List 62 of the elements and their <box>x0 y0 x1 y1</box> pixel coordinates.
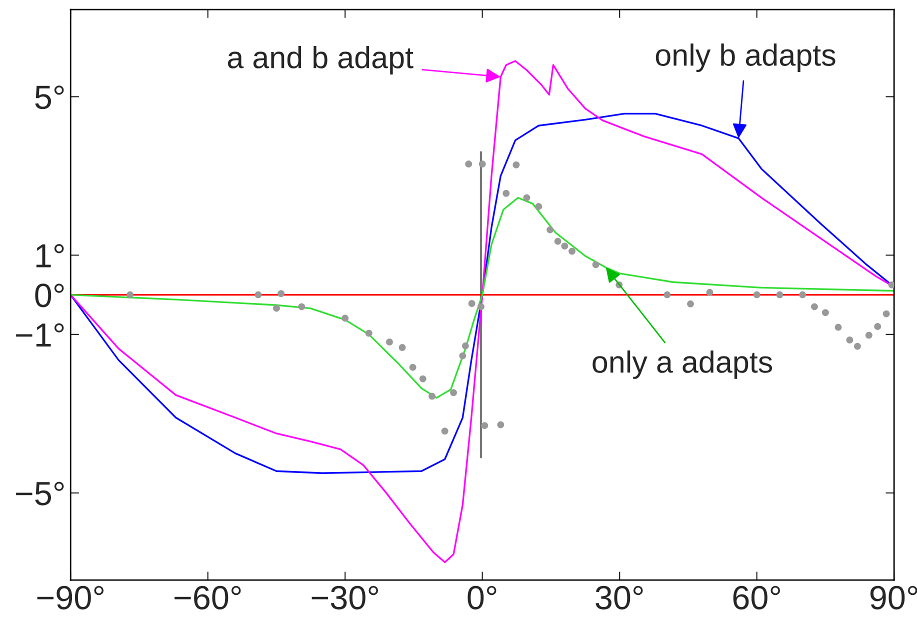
x-tick-label: −90° <box>37 586 104 610</box>
point <box>776 291 784 298</box>
y-tick-label: 1° <box>36 244 64 268</box>
point <box>450 389 458 396</box>
point <box>664 291 671 298</box>
point <box>568 248 576 255</box>
y-tick-label: −1° <box>16 323 64 347</box>
point <box>810 303 818 310</box>
point <box>398 344 406 352</box>
point <box>888 281 894 288</box>
point <box>846 336 854 344</box>
x-tick-label: 30° <box>596 586 643 610</box>
x-tick-label: 60° <box>733 586 780 610</box>
point <box>342 314 349 322</box>
point <box>365 330 372 337</box>
point <box>502 190 510 197</box>
x-tick-label: −60° <box>174 586 241 610</box>
point <box>753 291 760 298</box>
point <box>854 342 861 350</box>
point <box>497 421 504 428</box>
point <box>459 352 466 360</box>
point <box>386 338 393 346</box>
point <box>561 242 568 250</box>
y-tick-label: −5° <box>16 482 64 506</box>
point <box>465 160 472 168</box>
x-tick-label: −30° <box>312 586 378 610</box>
y-tick-label: 5° <box>35 85 64 110</box>
point <box>592 261 600 268</box>
point <box>882 310 890 318</box>
point <box>254 291 262 298</box>
x-tick-label: 90° <box>870 586 917 610</box>
point <box>874 323 882 330</box>
line-series <box>70 196 894 399</box>
point <box>462 342 469 350</box>
point <box>554 238 562 245</box>
annotation: a and b adapt <box>228 46 414 74</box>
point <box>272 304 280 312</box>
point <box>865 332 872 339</box>
point <box>822 309 829 316</box>
point <box>686 300 694 308</box>
point <box>419 375 426 382</box>
point <box>409 364 416 371</box>
point <box>535 202 542 210</box>
point <box>481 422 488 430</box>
x-tick-label: 0° <box>468 586 496 610</box>
annotation: only b adapts <box>656 43 836 72</box>
point <box>126 291 134 298</box>
point <box>478 160 486 168</box>
point <box>512 161 520 168</box>
point <box>799 291 806 298</box>
point <box>706 288 714 296</box>
point <box>468 300 476 308</box>
point <box>523 194 530 202</box>
y-tick-label: 0° <box>35 284 64 308</box>
annotation: only a adapts <box>592 350 772 379</box>
point <box>441 428 448 435</box>
point <box>278 290 285 298</box>
point <box>546 226 554 234</box>
point <box>428 392 436 400</box>
point <box>477 303 484 310</box>
point <box>298 303 306 310</box>
point <box>834 324 842 331</box>
